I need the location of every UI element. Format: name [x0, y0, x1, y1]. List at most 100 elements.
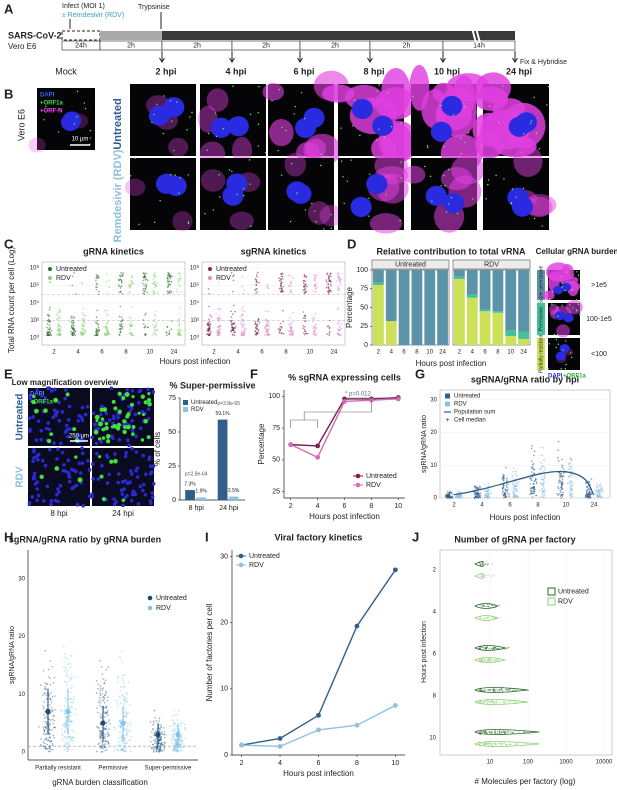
x-tick-label: 6	[483, 350, 487, 356]
dot	[59, 309, 61, 312]
dot	[159, 748, 162, 751]
dot	[304, 285, 306, 288]
dot	[105, 692, 107, 695]
label: Number of gRNA per factory	[454, 534, 575, 544]
dot	[514, 495, 516, 497]
dot	[290, 322, 293, 324]
dot	[130, 325, 133, 328]
dot	[256, 275, 258, 278]
dot	[149, 721, 152, 723]
dot	[446, 490, 449, 493]
dot	[499, 732, 501, 734]
nucleus	[27, 416, 32, 421]
dot	[103, 719, 105, 722]
dot	[302, 327, 304, 329]
dot	[544, 490, 546, 492]
signal	[321, 84, 355, 103]
dot	[205, 333, 208, 335]
nucleus	[32, 447, 36, 452]
dot	[129, 284, 131, 287]
dot	[304, 284, 307, 286]
dot	[559, 476, 561, 479]
label: Remdesivir (RDV)	[112, 149, 124, 242]
dot	[151, 747, 153, 749]
dot	[208, 293, 211, 295]
dot	[144, 293, 146, 295]
dot	[154, 742, 156, 744]
dot	[484, 691, 486, 693]
dot	[243, 289, 246, 291]
dot	[492, 646, 494, 649]
dot	[501, 687, 503, 690]
dot	[313, 333, 315, 335]
dot	[487, 700, 489, 702]
nucleus	[39, 394, 44, 398]
spot	[206, 149, 208, 151]
nucleus	[55, 410, 60, 414]
spot	[359, 134, 361, 137]
spot	[464, 141, 466, 144]
dot	[531, 445, 533, 447]
dot	[174, 730, 177, 733]
dot	[339, 325, 341, 327]
dot	[338, 326, 341, 329]
nucleus	[67, 475, 72, 479]
dot	[560, 483, 563, 485]
spot	[427, 146, 429, 149]
nucleus	[90, 495, 94, 499]
spot	[214, 112, 217, 114]
infected	[131, 394, 135, 399]
dot	[97, 275, 99, 277]
dot	[530, 731, 532, 733]
nucleus	[32, 456, 36, 460]
dot	[46, 330, 49, 333]
dot	[120, 747, 123, 750]
nucleus	[34, 438, 39, 442]
dot	[484, 730, 486, 733]
dot	[231, 313, 234, 315]
dot	[290, 330, 293, 333]
spot	[424, 165, 426, 168]
violin	[474, 615, 499, 621]
y-tick-label: 50	[168, 429, 176, 436]
dot	[568, 468, 571, 471]
dot	[208, 326, 210, 328]
dot	[488, 649, 491, 651]
dot	[71, 284, 74, 287]
nucleus	[121, 480, 125, 484]
dot	[314, 276, 317, 278]
dot	[329, 319, 331, 322]
plot-frame	[439, 549, 613, 756]
dot	[68, 735, 71, 738]
dot	[172, 724, 174, 727]
bar-segment	[466, 294, 478, 298]
dot	[484, 741, 486, 743]
dot	[123, 749, 126, 751]
dot	[177, 334, 180, 336]
facet-strip	[452, 259, 531, 270]
spot	[218, 174, 220, 176]
dot	[490, 731, 493, 733]
spot	[75, 116, 78, 118]
dot	[316, 274, 319, 276]
dot	[42, 733, 45, 735]
dot	[99, 694, 102, 697]
bar-segment	[454, 276, 465, 279]
dot	[144, 279, 147, 281]
dot	[56, 333, 58, 336]
point	[316, 712, 321, 718]
legend-label: Untreated	[191, 400, 217, 406]
nucleus	[515, 112, 537, 133]
dot	[561, 458, 563, 461]
spot	[178, 192, 180, 194]
dot	[264, 326, 266, 329]
dot	[51, 718, 54, 721]
dot	[477, 496, 480, 499]
series-line	[290, 396, 399, 447]
series-line	[241, 569, 396, 746]
dot	[106, 273, 108, 276]
panel-letter: A	[4, 1, 14, 16]
dot	[534, 488, 536, 491]
dot	[570, 485, 573, 488]
label: +ORF1a	[30, 400, 54, 406]
